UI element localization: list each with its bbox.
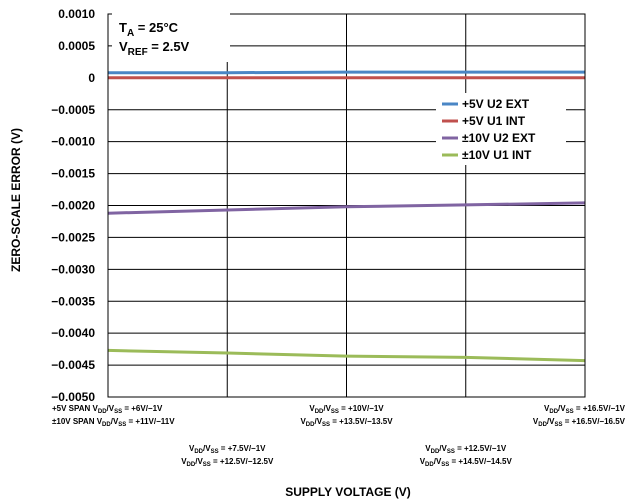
series-line-3 <box>107 348 586 363</box>
x-tick-label: VDD/VSS = +14.5V/−14.5V <box>420 457 513 468</box>
y-tick-label: 0.0005 <box>58 39 95 53</box>
x-tick-label: +5V SPAN VDD/VSS = +6V/−1V <box>52 404 163 415</box>
annotation-ta: TA = 25°C <box>119 20 179 39</box>
x-tick-labels: +5V SPAN VDD/VSS = +6V/−1V ±10V SPAN VDD/… <box>52 404 626 468</box>
y-tick-label: −0.0025 <box>51 230 95 244</box>
x-tick-label: VDD/VSS = +12.5V/−12.5V <box>181 457 274 468</box>
series-line-0 <box>108 70 585 75</box>
x-tick-label: VDD/VSS = +10V/−1V <box>309 404 384 415</box>
y-tick-label: −0.0050 <box>51 390 95 404</box>
y-tick-label: −0.0035 <box>51 294 95 308</box>
legend-label: ±10V U1 INT <box>462 148 532 162</box>
x-tick-label: VDD/VSS = +16.5V/−16.5V <box>533 417 626 428</box>
x-tick-label: ±10V SPAN VDD/VSS = +11V/−11V <box>52 417 175 428</box>
x-tick-label: VDD/VSS = +7.5V/−1V <box>189 444 266 455</box>
y-tick-label: −0.0005 <box>51 103 95 117</box>
y-tick-label: 0 <box>88 71 95 85</box>
legend: +5V U2 EXT +5V U1 INT ±10V U2 EXT ±10V U1 I… <box>442 97 536 162</box>
y-tick-label: −0.0030 <box>51 262 95 276</box>
legend-label: ±10V U2 EXT <box>462 131 536 145</box>
x-tick-label: VDD/VSS = +12.5V/−1V <box>425 444 507 455</box>
y-tick-label: 0.0010 <box>58 7 95 21</box>
series-lines <box>107 70 586 363</box>
plot-area <box>107 13 586 398</box>
x-tick-label: VDD/VSS = +13.5V/−13.5V <box>300 417 393 428</box>
x-tick-label: VDD/VSS = +16.5V/−1V <box>544 404 626 415</box>
y-axis-label: ZERO-SCALE ERROR (V) <box>9 128 23 272</box>
legend-label: +5V U2 EXT <box>462 97 530 111</box>
y-tick-label: −0.0045 <box>51 358 95 372</box>
y-tick-label: −0.0010 <box>51 135 95 149</box>
series-line-2 <box>107 201 586 215</box>
y-tick-label: −0.0020 <box>51 199 95 213</box>
y-tick-labels: 0.0010 0.0005 0 −0.0005 −0.0010 −0.0015 −0.002… <box>51 7 95 404</box>
annotation-box <box>112 10 230 62</box>
x-axis-label: SUPPLY VOLTAGE (V) <box>285 485 411 499</box>
y-tick-label: −0.0040 <box>51 326 95 340</box>
y-tick-label: −0.0015 <box>51 167 95 181</box>
annotation-vref: VREF = 2.5V <box>119 39 190 58</box>
legend-label: +5V U1 INT <box>462 114 526 128</box>
